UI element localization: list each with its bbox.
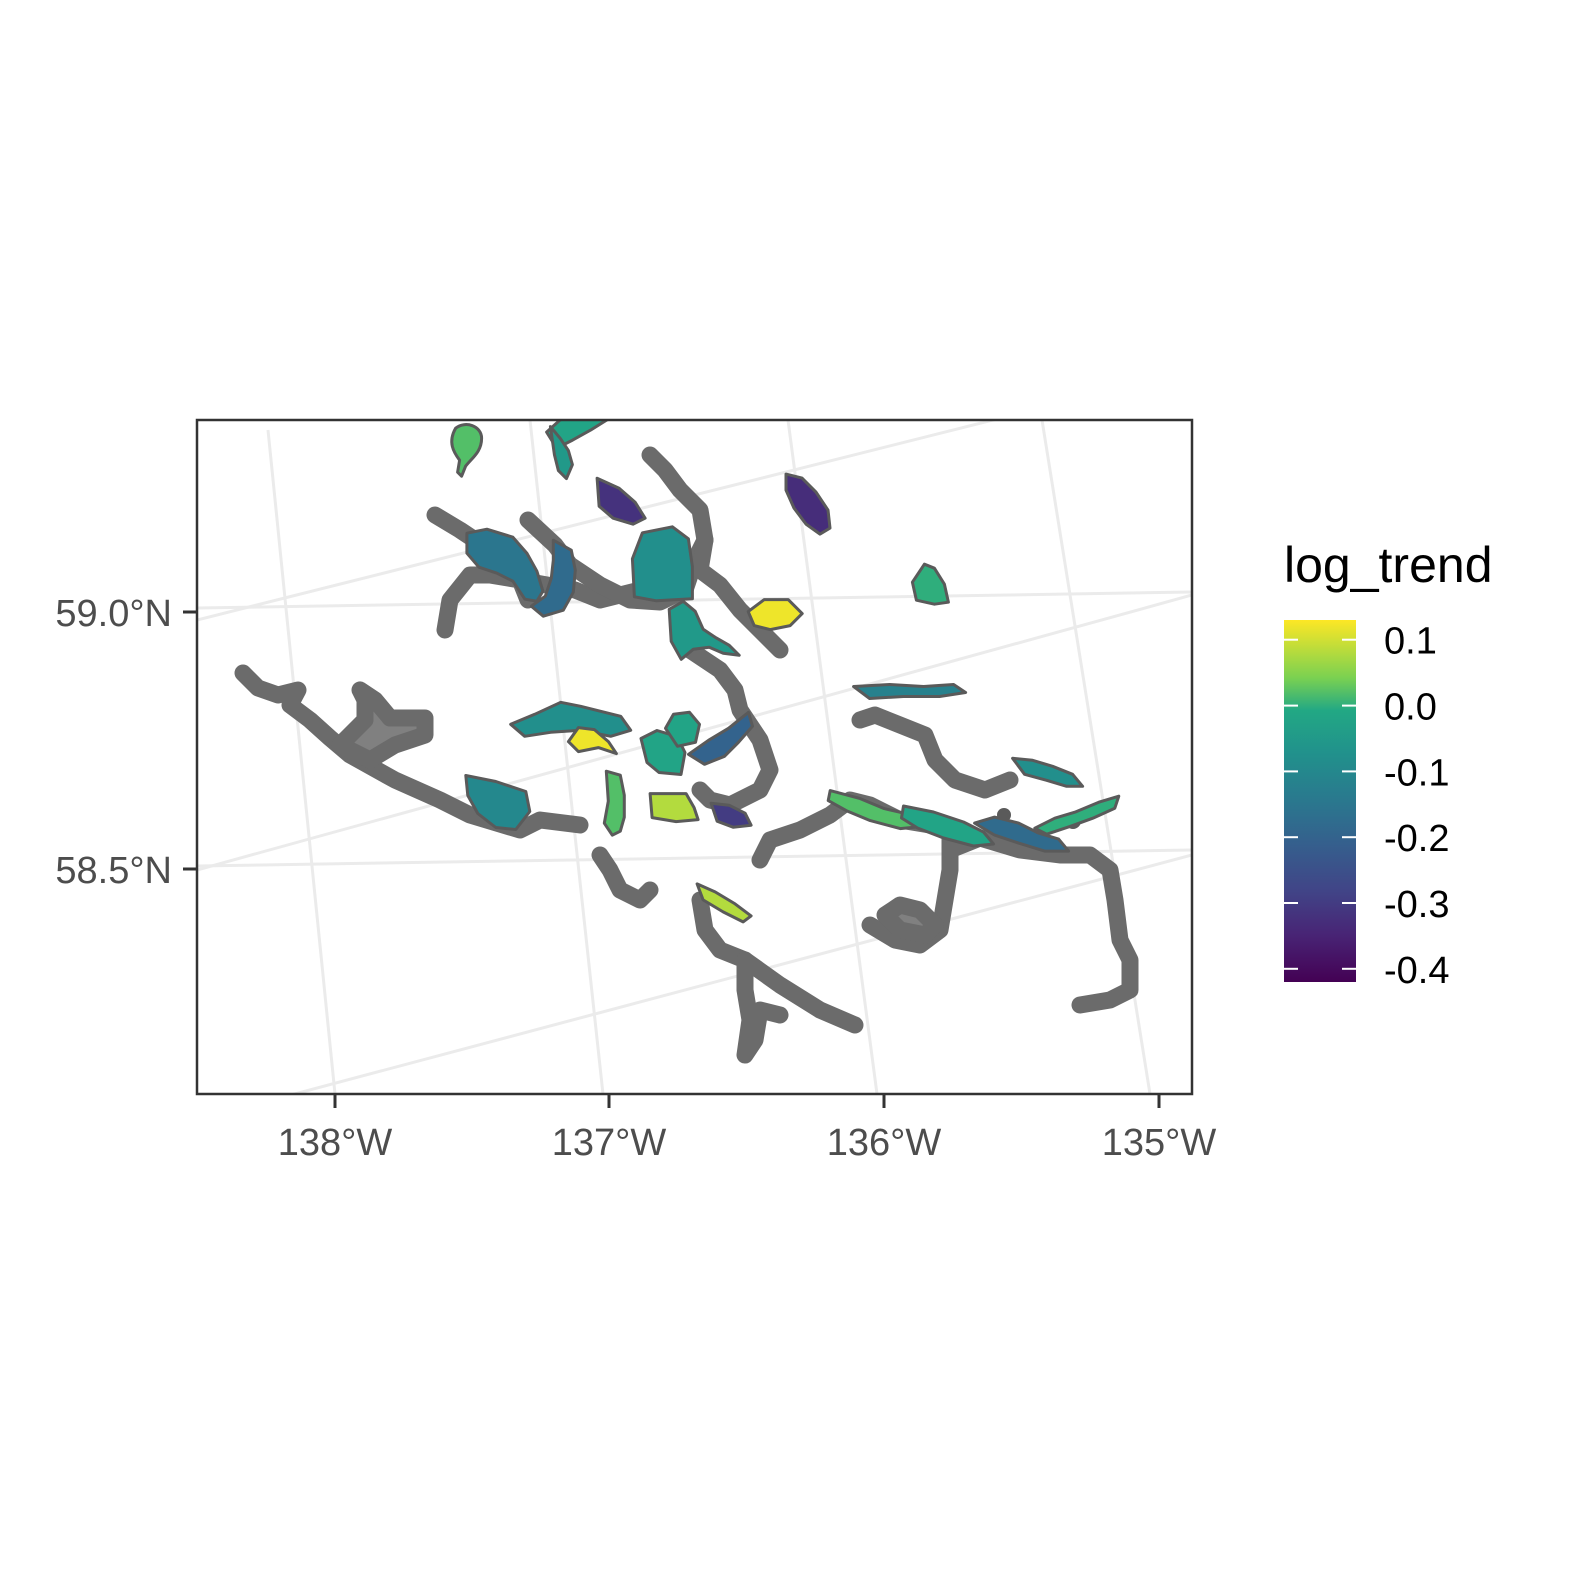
meridian-136w	[786, 420, 879, 1094]
region-fill	[648, 792, 700, 824]
region-outline	[851, 706, 1019, 799]
region-outline	[941, 829, 1139, 1014]
y-tick-label: 58.5°N	[55, 850, 172, 892]
region-fill	[566, 726, 618, 756]
meridian-138w	[266, 429, 337, 1094]
region-fill	[630, 525, 694, 603]
parallel-59n	[197, 590, 1192, 610]
legend-colorbar	[1284, 620, 1356, 982]
region-fill	[900, 804, 995, 848]
legend-title: log_trend	[1284, 537, 1493, 593]
legend-label: -0.3	[1384, 884, 1449, 926]
legend-label: 0.0	[1384, 687, 1437, 729]
region-outline	[876, 896, 944, 944]
region-fill	[1011, 756, 1085, 788]
region-outline	[736, 951, 789, 1064]
x-tick-label: 138°W	[278, 1122, 393, 1164]
region-fill	[595, 476, 647, 526]
region-fill	[1033, 794, 1121, 836]
region-fill	[709, 801, 753, 829]
legend-label: -0.4	[1384, 950, 1449, 992]
legend-ticks: 0.1 0.0 -0.1 -0.2 -0.3 -0.4	[1284, 621, 1449, 992]
x-tick-label: 135°W	[1102, 1122, 1217, 1164]
region-fill	[973, 815, 1071, 853]
region-outline	[331, 681, 434, 769]
x-tick-label: 137°W	[552, 1122, 667, 1164]
region-fill	[509, 700, 633, 738]
y-axis: 59.0°N 58.5°N	[55, 593, 197, 892]
region-fill	[667, 599, 741, 661]
meridian-138-5w	[1, 420, 75, 1094]
region-fill	[910, 562, 950, 606]
region-fill	[464, 774, 532, 831]
legend-label: -0.2	[1384, 818, 1449, 860]
grid-line-c	[288, 853, 1192, 1094]
legend-label: 0.1	[1384, 621, 1437, 663]
x-axis: 138°W 137°W 136°W 135°W	[278, 1094, 1217, 1164]
colored-regions	[450, 356, 1121, 924]
region-fill	[687, 710, 754, 766]
region-fill	[602, 769, 626, 837]
region-fill	[784, 472, 832, 536]
region-fill	[695, 882, 753, 924]
x-tick-label: 136°W	[827, 1122, 942, 1164]
region-outline	[641, 446, 789, 659]
region-fill	[664, 710, 701, 748]
region-outline	[591, 846, 659, 909]
y-tick-label: 59.0°N	[55, 593, 172, 635]
legend: log_trend 0.1 0.0 -0.1 -0.2 -0.3 -0.4	[1284, 537, 1493, 992]
legend-label: -0.1	[1384, 752, 1449, 794]
region-fill	[450, 423, 484, 478]
plot-panel-border	[195, 418, 1194, 1096]
region-fill	[496, 356, 530, 418]
region-fill	[826, 789, 922, 831]
region-fill	[548, 425, 574, 481]
region-outline	[681, 641, 779, 814]
region-fill	[852, 683, 968, 700]
region-fill	[529, 538, 577, 618]
region-fill	[746, 598, 804, 632]
